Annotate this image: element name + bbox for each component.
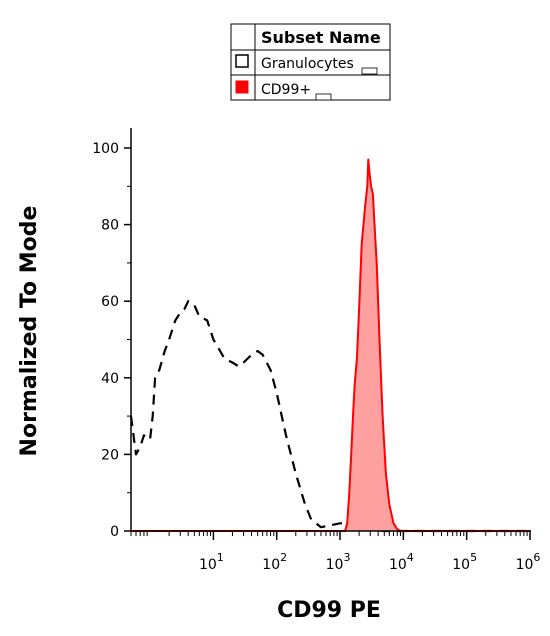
y-tick-label: 0: [110, 524, 119, 540]
y-tick-label: 40: [101, 371, 119, 387]
legend-label-granulocytes: Granulocytes: [261, 56, 354, 72]
x-tick-label: 105: [452, 551, 477, 573]
legend-label-cd99: CD99+: [261, 82, 311, 98]
legend-gate-marker: [315, 93, 332, 101]
series-line-granulocytes: [129, 300, 530, 533]
y-axis-title: Normalized To Mode: [17, 206, 42, 457]
legend-box: [230, 23, 391, 101]
y-tick-label: 80: [101, 218, 119, 234]
y-tick-label: 20: [101, 447, 119, 463]
series-fill-cd99: [131, 159, 530, 531]
legend-swatch-granulocytes: [235, 54, 249, 68]
legend-swatch-cd99: [235, 80, 249, 94]
x-tick-label: 102: [262, 551, 287, 573]
x-tick-label: 104: [389, 551, 414, 573]
x-tick-label: 103: [326, 551, 351, 573]
y-tick-label: 60: [101, 294, 119, 310]
x-tick-label: 101: [199, 551, 224, 573]
series-layer: [129, 158, 530, 533]
x-tick-label: 106: [516, 551, 541, 573]
y-tick-label: 100: [92, 141, 119, 157]
axes-layer: 0 20 40 60 80 100 101 102 103 104 105 106: [92, 128, 540, 573]
legend-title: Subset Name: [261, 28, 381, 47]
x-axis-title: CD99 PE: [277, 598, 381, 623]
legend: Subset Name Granulocytes CD99+: [230, 23, 391, 101]
series-line-cd99: [131, 158, 530, 532]
legend-gate-marker: [361, 67, 378, 75]
